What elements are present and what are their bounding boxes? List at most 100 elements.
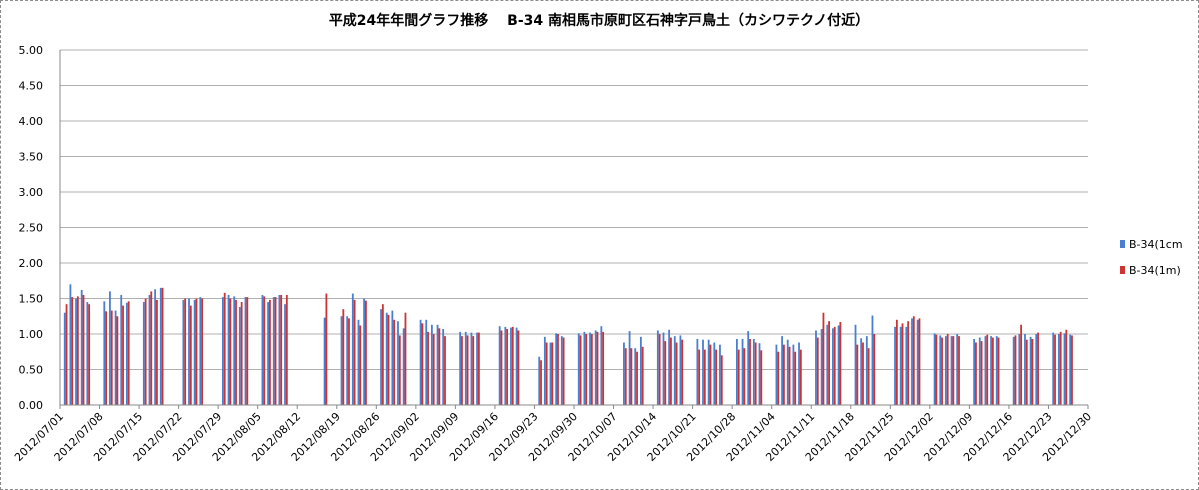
- bar-b34-1m: [675, 342, 678, 405]
- bar-b34-1cm: [464, 331, 467, 405]
- bar-b34-1m: [144, 298, 147, 405]
- bar-b34-1m: [630, 348, 633, 405]
- bar-b34-1cm: [80, 289, 83, 405]
- bar-b34-1cm: [995, 336, 998, 405]
- bar-b34-1cm: [419, 319, 422, 405]
- bar-b34-1cm: [1052, 332, 1055, 405]
- bar-b34-1m: [975, 342, 977, 405]
- bar-b34-1m: [873, 334, 876, 405]
- bar-b34-1m: [602, 331, 605, 405]
- bar-b34-1cm: [233, 296, 236, 405]
- bar-b34-1m: [88, 304, 91, 405]
- bar-layer: [63, 284, 1073, 405]
- bar-b34-1m: [122, 305, 124, 405]
- bar-b34-1m: [65, 304, 68, 405]
- bar-b34-1cm: [402, 328, 405, 405]
- bar-b34-1m: [246, 297, 249, 405]
- bar-b34-1cm: [577, 333, 580, 405]
- bar-b34-1m: [788, 346, 791, 405]
- bar-b34-1m: [828, 321, 830, 405]
- bar-b34-1cm: [125, 302, 128, 405]
- legend-swatch: [1120, 240, 1125, 248]
- bar-b34-1cm: [103, 301, 106, 405]
- bar-b34-1m: [557, 334, 559, 405]
- bar-b34-1m: [359, 325, 362, 405]
- bar-b34-1cm: [990, 336, 992, 405]
- bar-b34-1m: [223, 292, 226, 405]
- bar-b34-1cm: [238, 307, 241, 405]
- bar-b34-1m: [393, 319, 396, 405]
- bar-b34-1m: [709, 344, 712, 405]
- bar-b34-1m: [839, 321, 842, 405]
- bar-b34-1m: [986, 334, 989, 405]
- bar-b34-1cm: [1012, 336, 1015, 405]
- bar-b34-1cm: [973, 338, 976, 405]
- bar-b34-1m: [161, 287, 164, 405]
- bar-b34-1cm: [978, 337, 981, 405]
- bar-b34-1cm: [719, 344, 721, 405]
- bar-b34-1cm: [894, 326, 896, 405]
- bar-b34-1cm: [284, 304, 286, 405]
- bar-b34-1cm: [188, 298, 190, 405]
- bar-b34-1m: [681, 339, 684, 405]
- bar-b34-1m: [754, 342, 757, 405]
- bar-b34-1cm: [425, 319, 428, 405]
- bar-b34-1m: [500, 330, 503, 405]
- bar-b34-1m: [658, 334, 661, 405]
- bar-b34-1m: [720, 355, 723, 405]
- bar-b34-1m: [867, 348, 870, 405]
- bar-b34-1m: [664, 341, 667, 405]
- bar-b34-1m: [105, 311, 107, 405]
- bar-b34-1m: [116, 316, 119, 405]
- bar-b34-1cm: [543, 336, 546, 405]
- bar-b34-1m: [590, 334, 593, 405]
- bar-b34-1m: [195, 298, 198, 405]
- bar-b34-1m: [342, 309, 345, 405]
- bar-b34-1cm: [673, 336, 676, 405]
- bar-b34-1cm: [668, 329, 671, 405]
- bar-b34-1cm: [470, 332, 473, 405]
- bar-b34-1m: [856, 344, 859, 405]
- bar-b34-1cm: [865, 336, 868, 405]
- bar-b34-1cm: [515, 327, 518, 405]
- bar-b34-1cm: [69, 284, 72, 405]
- bar-b34-1m: [184, 298, 187, 405]
- bar-b34-1m: [715, 349, 718, 405]
- bar-b34-1cm: [1029, 336, 1032, 405]
- bar-b34-1cm: [442, 329, 445, 405]
- bar-b34-1m: [551, 342, 554, 405]
- bar-b34-1m: [1037, 332, 1039, 405]
- bar-b34-1cm: [741, 338, 744, 405]
- bar-b34-1cm: [905, 326, 908, 405]
- bar-b34-1m: [579, 335, 582, 405]
- bar-b34-1m: [760, 350, 763, 405]
- bar-b34-1cm: [589, 332, 591, 405]
- bar-b34-1m: [912, 316, 915, 405]
- bar-b34-1m: [624, 348, 627, 405]
- bar-b34-1cm: [244, 297, 247, 405]
- bar-b34-1m: [1071, 335, 1073, 405]
- y-tick-label: 0.50: [19, 364, 44, 377]
- bar-b34-1cm: [899, 326, 902, 405]
- bar-b34-1cm: [956, 334, 959, 405]
- bar-b34-1cm: [397, 321, 399, 405]
- bar-b34-1m: [907, 321, 910, 405]
- bar-b34-1cm: [267, 302, 269, 405]
- bar-b34-1m: [325, 293, 328, 405]
- bar-b34-1cm: [199, 297, 202, 405]
- bar-b34-1cm: [504, 326, 507, 405]
- y-tick-label: 5.00: [19, 44, 44, 57]
- bar-b34-1m: [918, 318, 921, 405]
- bar-b34-1cm: [498, 326, 501, 405]
- bar-b34-1cm: [385, 312, 388, 405]
- bar-b34-1m: [506, 329, 509, 405]
- bar-b34-1m: [895, 319, 898, 405]
- bar-b34-1cm: [538, 356, 541, 405]
- bar-b34-1cm: [346, 316, 349, 405]
- bar-b34-1cm: [662, 332, 665, 405]
- bar-b34-1cm: [86, 302, 89, 405]
- bar-b34-1cm: [911, 318, 913, 405]
- bar-b34-1cm: [623, 342, 625, 405]
- bar-b34-1m: [782, 344, 785, 405]
- bar-b34-1m: [348, 318, 350, 405]
